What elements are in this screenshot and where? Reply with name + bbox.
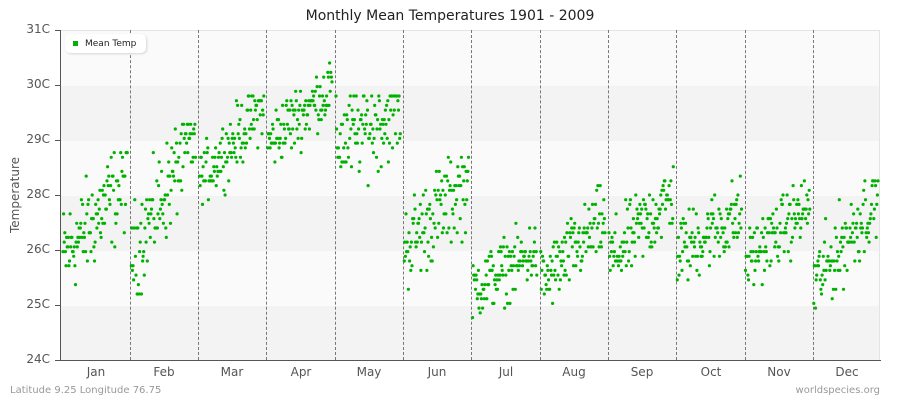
month-separator	[540, 30, 541, 360]
grid-band	[61, 86, 879, 141]
source-label: worldspecies.org	[795, 385, 880, 396]
month-separator	[266, 30, 267, 360]
plot-area	[61, 30, 880, 361]
x-tick-label: Jan	[86, 365, 106, 379]
location-label: Latitude 9.25 Longitude 76.75	[10, 385, 162, 396]
y-tick	[55, 250, 60, 251]
y-axis-title: Temperature	[8, 156, 22, 234]
y-tick	[55, 85, 60, 86]
y-tick	[55, 140, 60, 141]
grid-band	[61, 251, 879, 306]
x-tick-label: Feb	[153, 365, 175, 379]
y-tick	[55, 305, 60, 306]
y-tick-label: 31C	[26, 22, 50, 36]
grid-band	[61, 141, 879, 196]
x-tick-label: May	[356, 365, 382, 379]
legend[interactable]: Mean Temp	[65, 34, 147, 53]
month-separator	[813, 30, 814, 360]
x-tick-label: Apr	[290, 365, 312, 379]
month-separator	[130, 30, 131, 360]
x-tick-label: Jul	[498, 365, 514, 379]
grid-band	[61, 196, 879, 251]
y-tick	[55, 30, 60, 31]
x-axis	[60, 360, 881, 361]
x-tick-label: Dec	[835, 365, 859, 379]
x-tick-label: Sep	[630, 365, 654, 379]
y-tick-label: 30C	[26, 77, 50, 91]
month-separator	[745, 30, 746, 360]
y-tick	[55, 360, 60, 361]
x-tick-label: Nov	[767, 365, 791, 379]
x-tick-label: Oct	[700, 365, 722, 379]
y-tick-label: 28C	[26, 187, 50, 201]
grid-band	[61, 306, 879, 361]
y-tick-label: 26C	[26, 242, 50, 256]
y-tick-label: 24C	[26, 352, 50, 366]
month-separator	[608, 30, 609, 360]
month-separator	[676, 30, 677, 360]
x-tick-label: Aug	[562, 365, 586, 379]
month-separator	[471, 30, 472, 360]
month-separator	[198, 30, 199, 360]
y-axis	[60, 30, 61, 361]
legend-label: Mean Temp	[85, 38, 137, 49]
x-tick-label: Mar	[220, 365, 244, 379]
legend-swatch-icon	[73, 41, 78, 46]
chart-title: Monthly Mean Temperatures 1901 - 2009	[305, 8, 595, 24]
x-tick-label: Jun	[427, 365, 447, 379]
y-tick-label: 25C	[26, 297, 50, 311]
y-tick	[55, 195, 60, 196]
y-tick-label: 29C	[26, 132, 50, 146]
grid-band	[61, 31, 879, 86]
month-separator	[403, 30, 404, 360]
month-separator	[335, 30, 336, 360]
